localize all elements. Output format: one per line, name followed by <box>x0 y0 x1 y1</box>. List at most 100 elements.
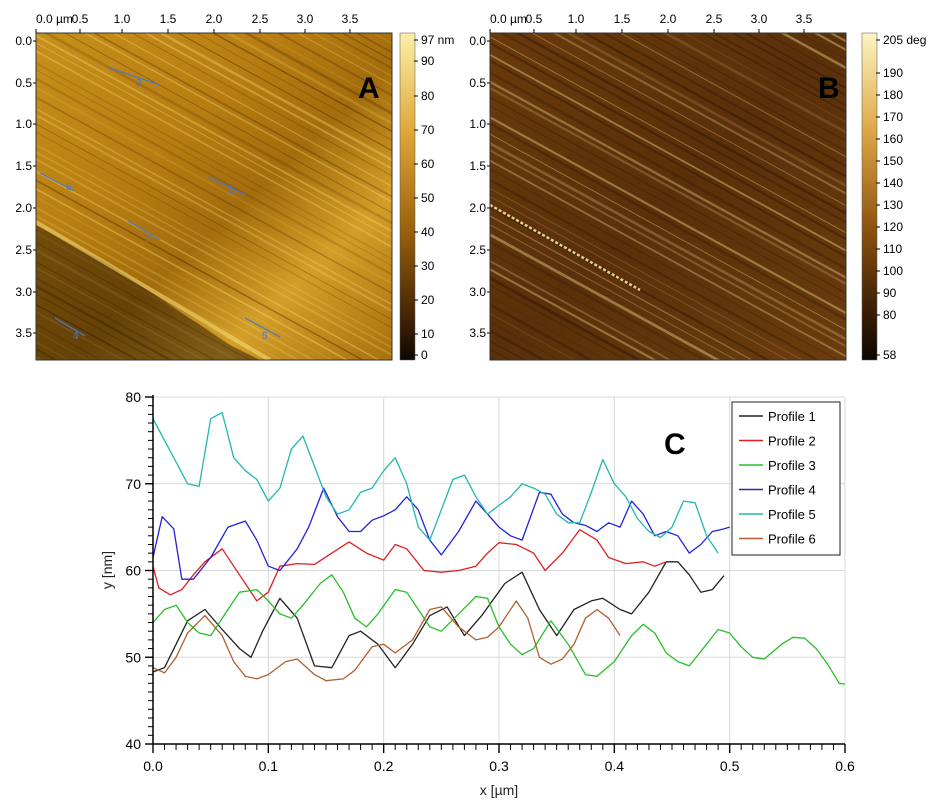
bright-ridge <box>36 220 272 360</box>
legend-label: Profile 4 <box>768 483 816 498</box>
fibril-stripe <box>325 33 392 70</box>
afm-phase-texture <box>490 33 846 360</box>
fibril-stripe <box>36 330 89 360</box>
phase-colorbar-ticks: 205 deg 190 180 170 160 150 140 130 120 110 100 90 8… <box>876 33 926 362</box>
x-tick-label: 3.0 <box>751 12 768 26</box>
colorbar-tick-label: 70 <box>421 123 435 137</box>
colorbar-tick-label: 110 <box>883 242 902 256</box>
fibril-stripe <box>490 329 547 360</box>
profile-line <box>109 67 161 86</box>
fibril-stripe <box>36 187 349 360</box>
panel-a-y-ticks: 0.0 0.5 1.0 1.5 2.0 2.5 3.0 3.5 <box>15 34 36 340</box>
fibril-stripe <box>490 260 672 360</box>
fibril-stripe <box>36 179 365 360</box>
fibril-stripe <box>551 33 846 195</box>
afm-height-texture <box>36 33 392 360</box>
legend-label: Profile 5 <box>768 507 816 522</box>
fibril-stripe <box>36 86 392 285</box>
fibril-stripe <box>36 50 392 248</box>
fibril-stripe <box>341 33 392 61</box>
fibril-stripe <box>64 33 392 214</box>
fibril-stripe <box>36 151 392 349</box>
fibril-stripe <box>490 80 846 279</box>
colorbar-tick-label: 205 deg <box>883 33 926 47</box>
fibril-stripe <box>683 33 846 123</box>
fibril-stripe <box>712 33 846 107</box>
fibril-stripe <box>490 53 846 252</box>
legend-label: Profile 2 <box>768 434 816 449</box>
x-tick-label: 0.2 <box>374 758 394 774</box>
legend-label: Profile 3 <box>768 458 816 473</box>
fibril-stripe <box>490 149 846 348</box>
colorbar-tick-label: 160 <box>883 132 903 146</box>
panel-b-y-ticks: 0.0 0.5 1.0 1.5 2.0 2.5 3.0 3.5 <box>469 34 490 340</box>
x-tick-label: 2.5 <box>252 12 269 26</box>
fibril-stripe <box>43 33 392 225</box>
legend: Profile 1 Profile 2 Profile 3 Profile 4 Prof… <box>731 401 841 556</box>
colorbar-tick-label: 190 <box>883 66 903 80</box>
fibril-stripe <box>92 33 392 198</box>
fibril-stripe <box>490 284 627 360</box>
fibril-stripe <box>662 33 846 134</box>
fibril-stripe <box>490 116 846 315</box>
colorbar-tick-label: 10 <box>421 327 435 341</box>
series-line-profile-5 <box>153 411 719 554</box>
fibril-stripe <box>490 268 657 360</box>
fibril-stripe <box>743 33 846 90</box>
x-tick-label: 3.5 <box>796 12 813 26</box>
y-tick-label: 40 <box>125 736 141 752</box>
fibril-stripe <box>83 33 392 203</box>
series-line-profile-2 <box>153 529 667 602</box>
fibril-stripe <box>490 59 846 258</box>
y-tick-label: 0.0 <box>15 34 32 48</box>
y-axis-title: y [nm] <box>99 551 115 589</box>
fibril-stripe <box>601 33 846 168</box>
fibril-stripe <box>490 159 846 358</box>
legend-label: Profile 1 <box>768 409 816 424</box>
fibril-stripe <box>490 86 846 286</box>
x-tick-label: 0.1 <box>259 758 279 774</box>
fibril-stripe <box>259 33 392 107</box>
fibril-stripe <box>531 33 846 207</box>
y-tick-label: 0.5 <box>469 76 486 90</box>
fibril-stripe <box>798 33 846 60</box>
fibril-stripe <box>36 77 392 276</box>
height-colorbar-ticks: 97 nm 90 80 70 60 50 40 30 20 10 0 <box>414 33 454 362</box>
profile-line <box>127 220 161 241</box>
fibril-stripe <box>582 33 846 178</box>
profile-number-label: 5 <box>262 331 268 342</box>
fibril-stripe <box>36 241 251 360</box>
fibril-stripe <box>490 321 560 360</box>
axes: 0.0 0.1 0.2 0.3 0.4 0.5 0.6 40 50 60 70 80 <box>125 389 855 774</box>
colorbar-tick-label: 170 <box>883 110 903 124</box>
y-tick-label: 50 <box>125 649 141 665</box>
profile-number-label: 2 <box>144 234 150 245</box>
x-tick-label: 1.5 <box>160 12 177 26</box>
panel-b-x-ticks: 0.0 µm0.5 1.0 1.5 2.0 2.5 3.0 3.5 <box>489 12 813 33</box>
panel-a-x-ticks: 0.0 µm0.5 1.0 1.5 2.0 2.5 3.0 3.5 <box>35 12 359 33</box>
profile-line <box>54 317 86 337</box>
panel-c: 0.0 0.1 0.2 0.3 0.4 0.5 0.6 40 50 60 70 80 C x [µm]… <box>99 389 855 798</box>
fibril-stripe <box>195 33 392 142</box>
profile-line <box>207 176 247 196</box>
afm-phase-image <box>490 33 846 360</box>
fibril-stripe <box>490 36 846 234</box>
y-tick-label: 3.5 <box>15 326 32 340</box>
profile-number-label: 4 <box>73 331 79 342</box>
x-tick-label: 1.0 <box>568 12 585 26</box>
colorbar-tick-label: 90 <box>883 286 897 300</box>
afm-height-image <box>36 33 392 360</box>
legend-box <box>731 401 841 556</box>
profile-series <box>153 411 845 685</box>
fibril-stripe <box>490 71 846 271</box>
colorbar-tick-label: 100 <box>883 264 903 278</box>
x-tick-label: 0.5 <box>720 758 740 774</box>
series-line-profile-6 <box>153 600 621 682</box>
x-tick-label: 2.5 <box>706 12 723 26</box>
fibril-stripe <box>490 233 721 360</box>
x-tick-label: 0.4 <box>605 758 625 774</box>
fibril-stripe <box>490 105 846 303</box>
y-tick-label: 3.0 <box>469 285 486 299</box>
fibril-stripe <box>312 33 392 77</box>
y-tick-label: 2.0 <box>15 201 32 215</box>
